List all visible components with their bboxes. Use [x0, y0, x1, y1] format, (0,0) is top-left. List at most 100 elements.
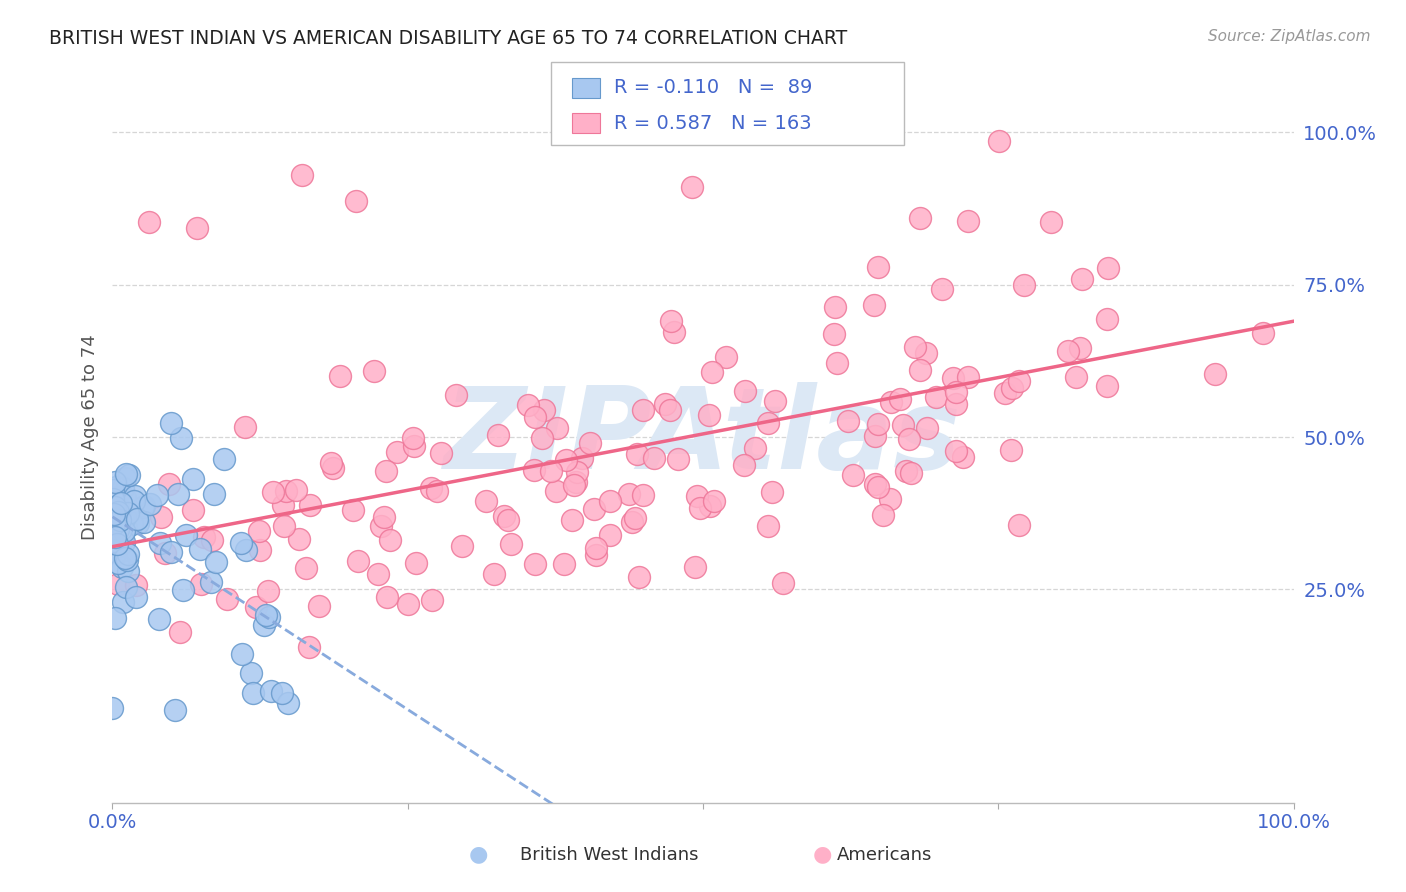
Point	[915, 421, 938, 435]
Point	[617, 487, 640, 501]
Point	[585, 548, 607, 562]
Point	[994, 385, 1017, 400]
Point	[1069, 341, 1091, 355]
Text: R = -0.110   N =  89: R = -0.110 N = 89	[614, 78, 813, 97]
Point	[396, 597, 419, 611]
Point	[879, 492, 901, 507]
Point	[107, 516, 129, 530]
Point	[1012, 278, 1035, 293]
Point	[262, 484, 284, 499]
Point	[347, 554, 370, 568]
Point	[108, 506, 131, 520]
Point	[367, 566, 389, 581]
Point	[239, 666, 262, 681]
Point	[121, 517, 143, 532]
Point	[105, 480, 128, 494]
Point	[165, 703, 187, 717]
Point	[101, 505, 124, 519]
Point	[110, 521, 132, 535]
Point	[107, 576, 129, 591]
Point	[149, 536, 172, 550]
Point	[329, 369, 352, 384]
Point	[880, 113, 903, 128]
Point	[174, 528, 197, 542]
Point	[908, 211, 931, 225]
Point	[201, 533, 224, 548]
Point	[699, 499, 721, 513]
Text: Americans: Americans	[837, 846, 932, 863]
Point	[1008, 518, 1031, 533]
Point	[101, 701, 124, 715]
Point	[167, 487, 190, 501]
Point	[1008, 374, 1031, 388]
Point	[658, 403, 681, 417]
Point	[104, 524, 127, 539]
Point	[295, 560, 318, 574]
Point	[188, 541, 211, 556]
Point	[1097, 312, 1119, 326]
Point	[565, 475, 588, 490]
Point	[170, 431, 193, 445]
Point	[987, 134, 1010, 148]
Point	[419, 481, 441, 495]
Text: ZIPAtlas: ZIPAtlas	[444, 382, 962, 492]
Text: Source: ZipAtlas.com: Source: ZipAtlas.com	[1208, 29, 1371, 44]
Point	[107, 522, 129, 536]
Point	[249, 524, 271, 539]
Point	[202, 486, 225, 500]
Point	[122, 493, 145, 508]
Point	[865, 429, 887, 443]
Point	[186, 221, 208, 235]
Point	[430, 446, 453, 460]
Point	[104, 500, 127, 514]
Point	[756, 416, 779, 430]
Point	[103, 490, 125, 504]
Point	[104, 495, 127, 509]
Text: ●: ●	[468, 845, 488, 864]
Point	[363, 363, 385, 377]
Point	[169, 624, 191, 639]
Point	[915, 346, 938, 360]
Point	[127, 516, 149, 531]
Point	[562, 477, 585, 491]
Point	[193, 530, 215, 544]
Point	[1066, 370, 1088, 384]
Point	[716, 350, 738, 364]
Point	[107, 556, 129, 570]
Point	[150, 510, 173, 524]
Point	[111, 508, 134, 523]
Point	[482, 566, 505, 581]
Point	[160, 545, 183, 559]
Point	[322, 461, 344, 475]
Point	[825, 356, 848, 370]
Point	[205, 555, 228, 569]
Point	[664, 325, 686, 339]
Point	[103, 492, 125, 507]
Point	[375, 590, 398, 604]
Point	[270, 686, 292, 700]
Point	[217, 592, 239, 607]
Point	[626, 447, 648, 461]
Point	[496, 513, 519, 527]
Point	[114, 521, 136, 535]
Point	[501, 537, 523, 551]
Point	[631, 402, 654, 417]
Point	[1095, 378, 1118, 392]
Point	[103, 516, 125, 531]
Point	[104, 611, 127, 625]
Point	[107, 505, 129, 519]
Point	[567, 465, 589, 479]
Point	[257, 583, 280, 598]
Point	[117, 506, 139, 520]
Point	[214, 452, 236, 467]
Point	[273, 518, 295, 533]
Point	[101, 500, 124, 514]
Point	[599, 528, 621, 542]
Point	[703, 494, 725, 508]
Point	[101, 533, 124, 548]
Point	[115, 467, 138, 481]
Point	[111, 520, 134, 534]
Point	[114, 470, 136, 484]
Point	[931, 282, 953, 296]
Text: R = 0.587   N = 163: R = 0.587 N = 163	[614, 113, 813, 133]
